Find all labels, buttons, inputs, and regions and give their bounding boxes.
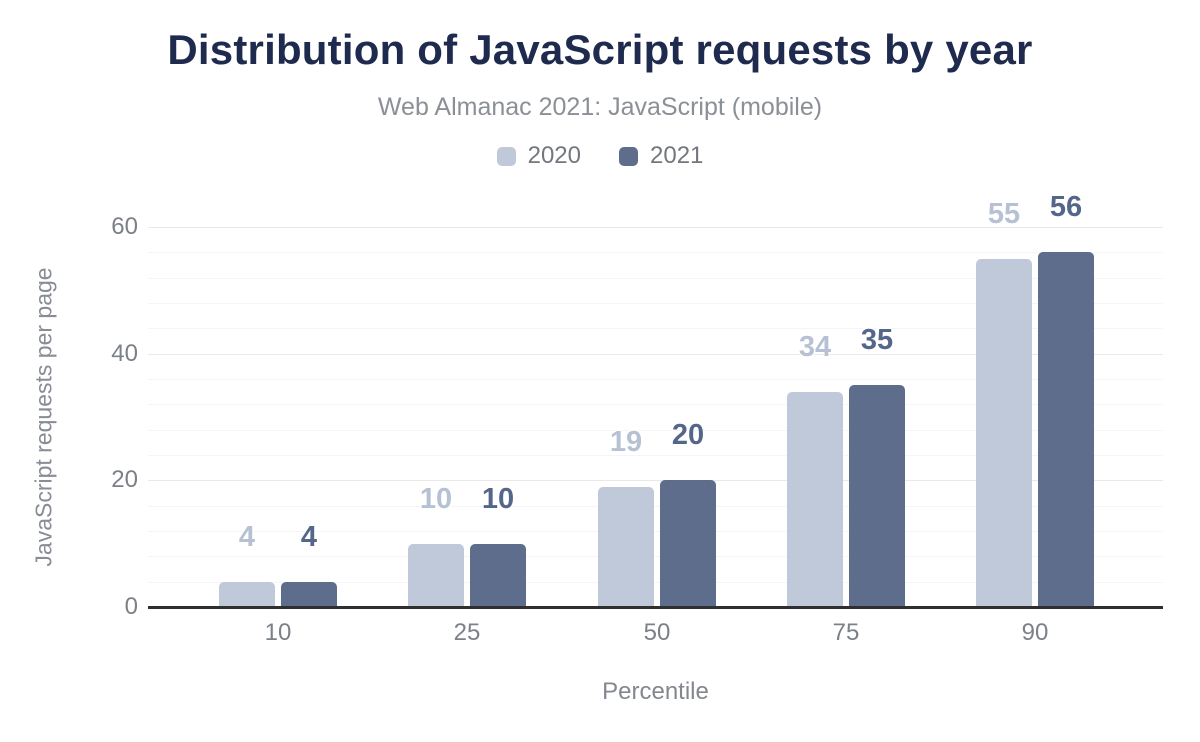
y-tick-label: 60	[111, 213, 138, 240]
bar-2020-p75	[787, 392, 843, 607]
bar-label-2020-p10: 4	[238, 521, 256, 553]
bar-label-2021-p25: 10	[481, 483, 515, 515]
bar-label-2021-p90: 56	[1049, 191, 1083, 223]
bar-2021-p10	[281, 582, 337, 607]
gridline-minor	[148, 506, 1163, 507]
x-tick-label: 90	[1021, 619, 1049, 646]
x-axis-title: Percentile	[602, 678, 709, 705]
legend-swatch-2021	[619, 146, 638, 166]
legend-item-2021: 2021	[619, 142, 703, 170]
legend-label-2021: 2021	[650, 142, 704, 169]
chart-title: Distribution of JavaScript requests by y…	[167, 26, 1033, 73]
legend-item-2020: 2020	[496, 142, 581, 170]
gridline-minor	[148, 303, 1163, 304]
x-axis-line	[148, 606, 1163, 609]
gridline-minor	[148, 379, 1163, 380]
gridline-major	[148, 227, 1163, 228]
y-tick-label: 20	[111, 466, 138, 493]
x-tick-label: 25	[453, 619, 481, 646]
bar-label-2021-p75: 35	[860, 324, 894, 356]
gridline-minor	[148, 556, 1163, 557]
gridline-minor	[148, 582, 1163, 583]
bar-label-2020-p50: 19	[609, 426, 643, 458]
gridline-minor	[148, 430, 1163, 431]
gridline-minor	[148, 278, 1163, 279]
gridline-major	[148, 354, 1163, 355]
bar-2020-p50	[598, 487, 654, 607]
legend-label-2020: 2020	[527, 142, 581, 169]
gridline-minor	[148, 252, 1163, 253]
bar-label-2021-p10: 4	[300, 521, 318, 553]
chart-subtitle: Web Almanac 2021: JavaScript (mobile)	[377, 93, 823, 121]
bar-2021-p50	[660, 480, 716, 607]
bar-2021-p75	[849, 385, 905, 607]
bar-label-2020-p25: 10	[419, 483, 453, 515]
legend-swatch-2020	[496, 146, 516, 166]
x-tick-label: 75	[832, 619, 860, 646]
legend: 2020 2021	[0, 142, 1200, 170]
bar-label-2021-p50: 20	[671, 419, 705, 451]
gridline-major	[148, 480, 1163, 481]
bar-2021-p90	[1038, 252, 1094, 607]
y-axis-title: JavaScript requests per page	[30, 267, 57, 567]
bar-2020-p10	[219, 582, 275, 607]
gridline-minor	[148, 531, 1163, 532]
gridline-minor	[148, 455, 1163, 456]
y-tick-label: 0	[124, 593, 138, 620]
x-tick-label: 10	[264, 619, 292, 646]
bar-2021-p25	[470, 544, 526, 607]
gridline-minor	[148, 404, 1163, 405]
bar-2020-p90	[976, 259, 1032, 607]
y-tick-label: 40	[111, 340, 138, 367]
x-tick-label: 50	[643, 619, 671, 646]
bar-label-2020-p90: 55	[987, 198, 1021, 230]
bar-2020-p25	[408, 544, 464, 607]
bar-label-2020-p75: 34	[798, 331, 832, 363]
gridline-minor	[148, 328, 1163, 329]
